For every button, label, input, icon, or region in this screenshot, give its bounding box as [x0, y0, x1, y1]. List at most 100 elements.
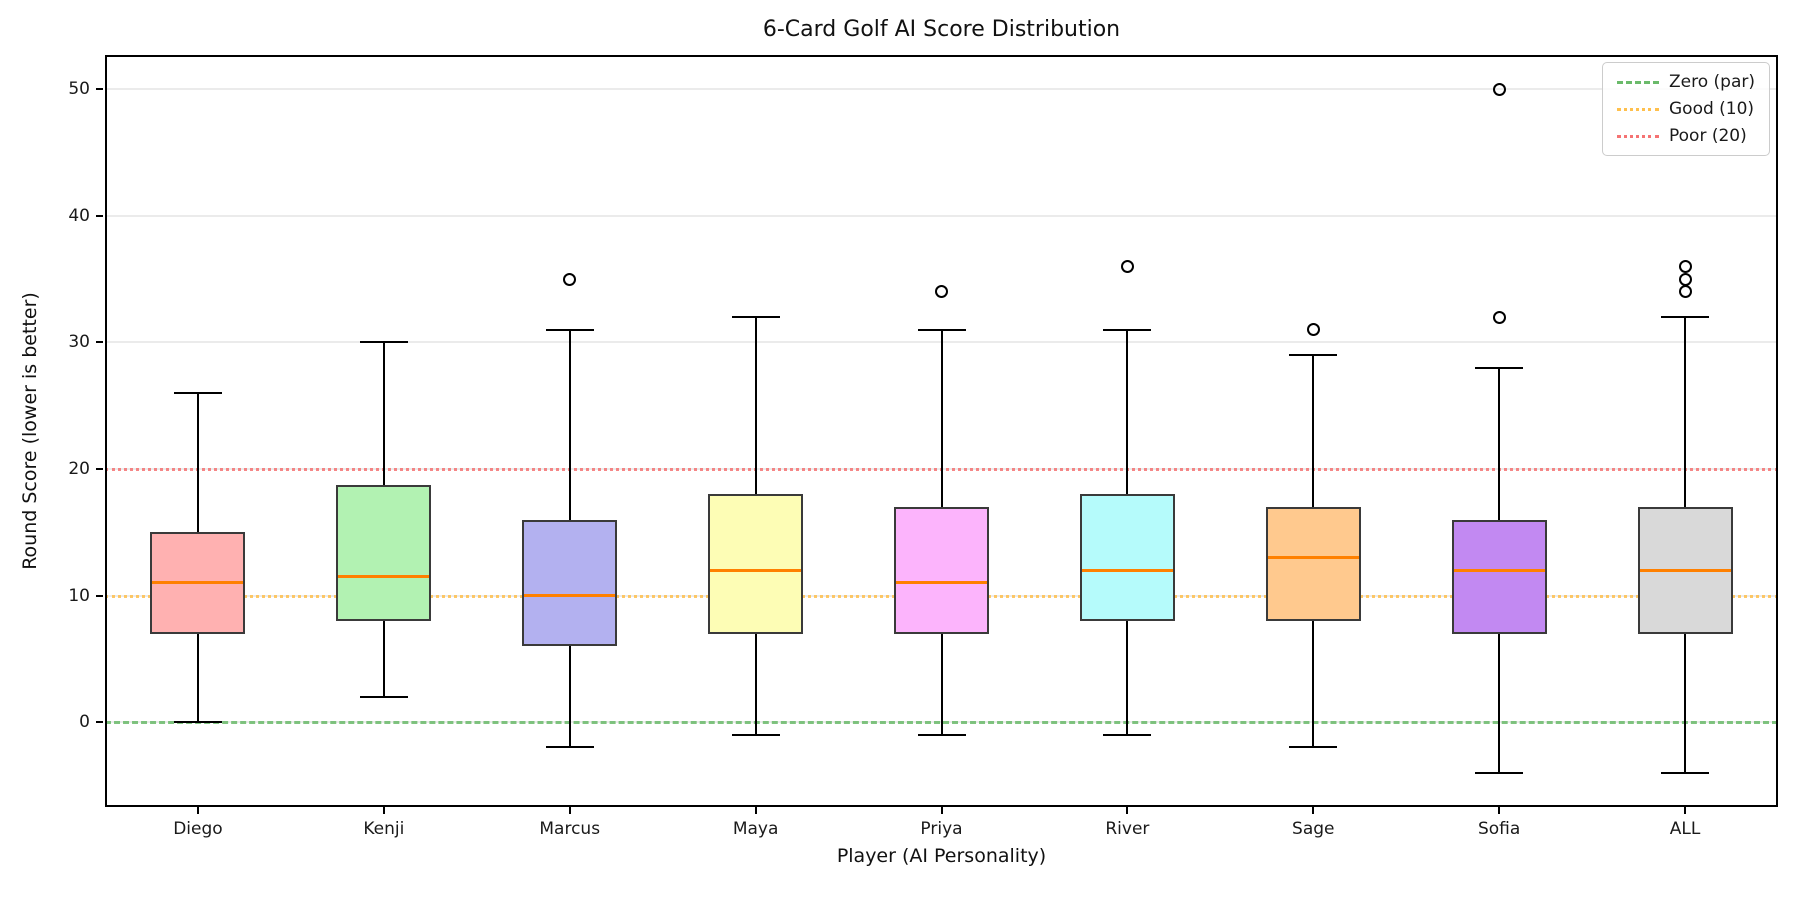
gridline-y50 — [105, 88, 1778, 91]
plot-area-border — [105, 55, 1778, 807]
box-Priya — [894, 506, 989, 634]
x-tickmark-Maya — [754, 807, 757, 814]
whisker-upper-Marcus — [568, 329, 571, 520]
whisker-lower-Maya — [754, 633, 757, 735]
x-tick-label-Sage: Sage — [1292, 819, 1335, 839]
cap-upper-Sage — [1289, 354, 1338, 357]
y-tick-label-10: 10 — [68, 585, 90, 606]
y-tickmark-10 — [96, 594, 103, 597]
median-ALL — [1639, 568, 1731, 572]
x-tickmark-Diego — [196, 807, 199, 814]
box-Maya — [708, 494, 804, 634]
x-tick-label-Priya: Priya — [920, 819, 963, 839]
x-tickmark-ALL — [1684, 807, 1687, 814]
x-tickmark-Sage — [1312, 807, 1315, 814]
whisker-upper-Sofia — [1498, 367, 1501, 520]
cap-upper-ALL — [1661, 316, 1710, 319]
cap-lower-Kenji — [359, 695, 408, 698]
cap-upper-River — [1103, 328, 1152, 331]
whisker-lower-Priya — [940, 633, 943, 735]
y-tickmark-0 — [96, 721, 103, 724]
y-tickmark-50 — [96, 88, 103, 91]
median-Sage — [1267, 556, 1359, 560]
median-Maya — [710, 568, 802, 572]
whisker-upper-Priya — [940, 329, 943, 507]
outlier-Sofia-50 — [1492, 82, 1506, 96]
cap-upper-Sofia — [1475, 366, 1524, 369]
x-tick-label-River: River — [1105, 819, 1150, 839]
whisker-upper-Maya — [754, 317, 757, 495]
legend-line-sample — [1617, 80, 1659, 84]
median-Marcus — [524, 594, 616, 598]
legend-item-poor: Poor (20) — [1617, 126, 1755, 146]
y-tickmark-40 — [96, 214, 103, 217]
chart-title: 6-Card Golf AI Score Distribution — [762, 17, 1121, 42]
gridline-y40 — [105, 214, 1778, 217]
whisker-upper-ALL — [1684, 317, 1687, 507]
outlier-Sofia-32 — [1492, 310, 1506, 324]
legend-label: Good (10) — [1669, 99, 1755, 119]
outlier-ALL-36 — [1678, 259, 1692, 273]
legend-item-zero: Zero (par) — [1617, 72, 1755, 92]
legend-line-sample — [1617, 134, 1659, 138]
whisker-upper-Kenji — [382, 342, 385, 485]
cap-lower-Sage — [1289, 746, 1338, 749]
x-tick-label-ALL: ALL — [1669, 819, 1701, 839]
y-tick-label-50: 50 — [68, 79, 90, 100]
box-Sofia — [1451, 519, 1547, 634]
x-tickmark-Sofia — [1498, 807, 1501, 814]
x-tick-label-Sofia: Sofia — [1477, 819, 1521, 839]
y-tickmark-30 — [96, 341, 103, 344]
outlier-ALL-35 — [1678, 272, 1692, 286]
median-Kenji — [338, 575, 430, 579]
whisker-upper-Sage — [1312, 355, 1315, 507]
y-tickmark-20 — [96, 467, 103, 470]
x-tick-label-Marcus: Marcus — [539, 819, 601, 839]
cap-upper-Marcus — [545, 328, 594, 331]
x-tick-label-Maya: Maya — [732, 819, 779, 839]
median-Sofia — [1453, 568, 1545, 572]
y-tick-label-20: 20 — [68, 458, 90, 479]
legend-label: Zero (par) — [1669, 72, 1755, 92]
whisker-lower-River — [1126, 620, 1129, 735]
median-Diego — [152, 581, 244, 585]
outlier-Sage-31 — [1306, 323, 1320, 337]
box-Marcus — [522, 519, 618, 647]
cap-lower-ALL — [1661, 771, 1710, 774]
y-tick-label-40: 40 — [68, 205, 90, 226]
y-tick-label-30: 30 — [68, 332, 90, 353]
whisker-lower-Marcus — [568, 646, 571, 748]
cap-lower-Marcus — [545, 746, 594, 749]
cap-lower-River — [1103, 733, 1152, 736]
whisker-lower-Sage — [1312, 620, 1315, 748]
box-River — [1079, 494, 1175, 621]
box-Sage — [1265, 506, 1361, 621]
y-tick-label-0: 0 — [79, 712, 90, 733]
cap-upper-Maya — [731, 316, 780, 319]
cap-upper-Priya — [917, 328, 966, 331]
cap-upper-Kenji — [359, 341, 408, 344]
x-tickmark-Kenji — [382, 807, 385, 814]
legend-item-good: Good (10) — [1617, 99, 1755, 119]
median-River — [1081, 568, 1173, 572]
x-axis-label: Player (AI Personality) — [836, 845, 1047, 867]
x-tickmark-Marcus — [568, 807, 571, 814]
cap-lower-Sofia — [1475, 771, 1524, 774]
cap-upper-Diego — [173, 392, 222, 395]
cap-lower-Diego — [173, 721, 222, 724]
outlier-Priya-34 — [935, 285, 948, 299]
whisker-lower-Sofia — [1498, 633, 1501, 773]
outlier-River-36 — [1120, 259, 1134, 273]
legend-line-sample — [1617, 107, 1659, 111]
median-Priya — [896, 581, 987, 585]
whisker-upper-River — [1126, 329, 1129, 495]
box-Kenji — [336, 484, 432, 621]
whisker-lower-Kenji — [382, 620, 385, 697]
whisker-lower-ALL — [1684, 633, 1687, 773]
whisker-lower-Diego — [196, 633, 199, 723]
legend-label: Poor (20) — [1669, 126, 1747, 146]
outlier-Marcus-35 — [563, 272, 577, 286]
x-tick-label-Diego: Diego — [173, 819, 223, 839]
whisker-upper-Diego — [196, 393, 199, 533]
